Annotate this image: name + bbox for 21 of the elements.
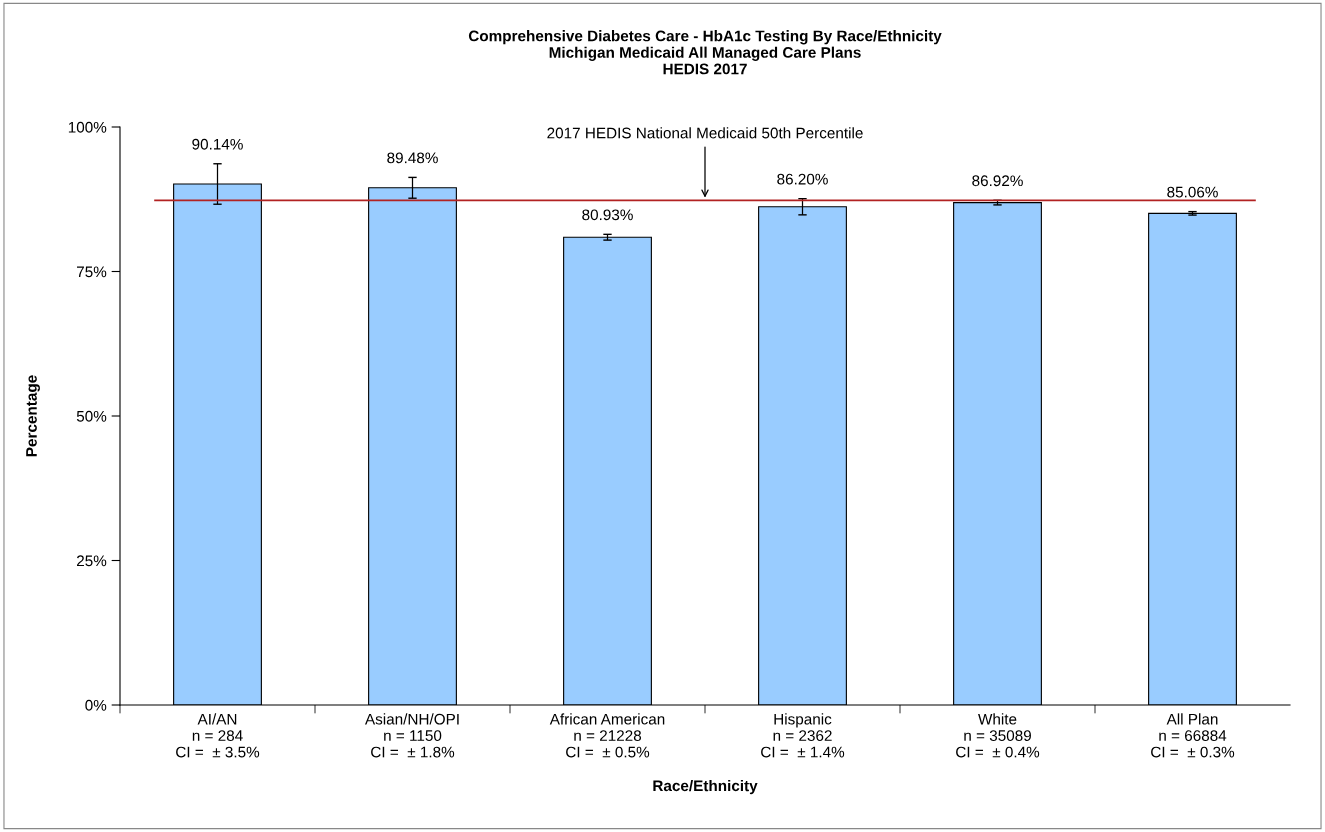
y-tick-label: 75%	[77, 266, 107, 278]
data-label: 80.93%	[582, 209, 633, 221]
x-axis-title: Race/Ethnicity	[653, 779, 758, 795]
x-tick-label: African American n = 21228 CI = ± 0.5%	[549, 713, 665, 758]
y-axis-title: Percentage	[26, 375, 40, 457]
x-tick-label: Hispanic n = 2362 CI = ± 1.4%	[761, 713, 845, 758]
y-tick-label: 0%	[85, 699, 107, 711]
ref-line-label: 2017 HEDIS National Medicaid 50th Percentile	[547, 127, 863, 139]
data-label: 89.48%	[387, 152, 438, 164]
x-tick-label: All Plan n = 66884 CI = ± 0.3%	[1151, 713, 1235, 758]
data-label: 86.92%	[972, 175, 1023, 187]
data-label: 90.14%	[192, 138, 243, 150]
x-tick-label: AI/AN n = 284 CI = ± 3.5%	[176, 713, 260, 758]
chart-title: Comprehensive Diabetes Care - HbA1c Testing By Race/Ethnicity Michigan Medicaid All Managed Care Plans HEDIS 2017	[468, 30, 942, 75]
data-label: 85.06%	[1167, 186, 1218, 198]
data-label: 86.20%	[777, 173, 828, 185]
y-tick-label: 50%	[76, 410, 107, 422]
x-tick-label: Asian/NH/OPI n = 1150 CI = ± 1.8%	[364, 713, 459, 758]
y-tick-label: 25%	[77, 555, 107, 567]
y-tick-label: 100%	[68, 121, 107, 133]
x-tick-label: White n = 35089 CI = ± 0.4%	[956, 713, 1040, 758]
